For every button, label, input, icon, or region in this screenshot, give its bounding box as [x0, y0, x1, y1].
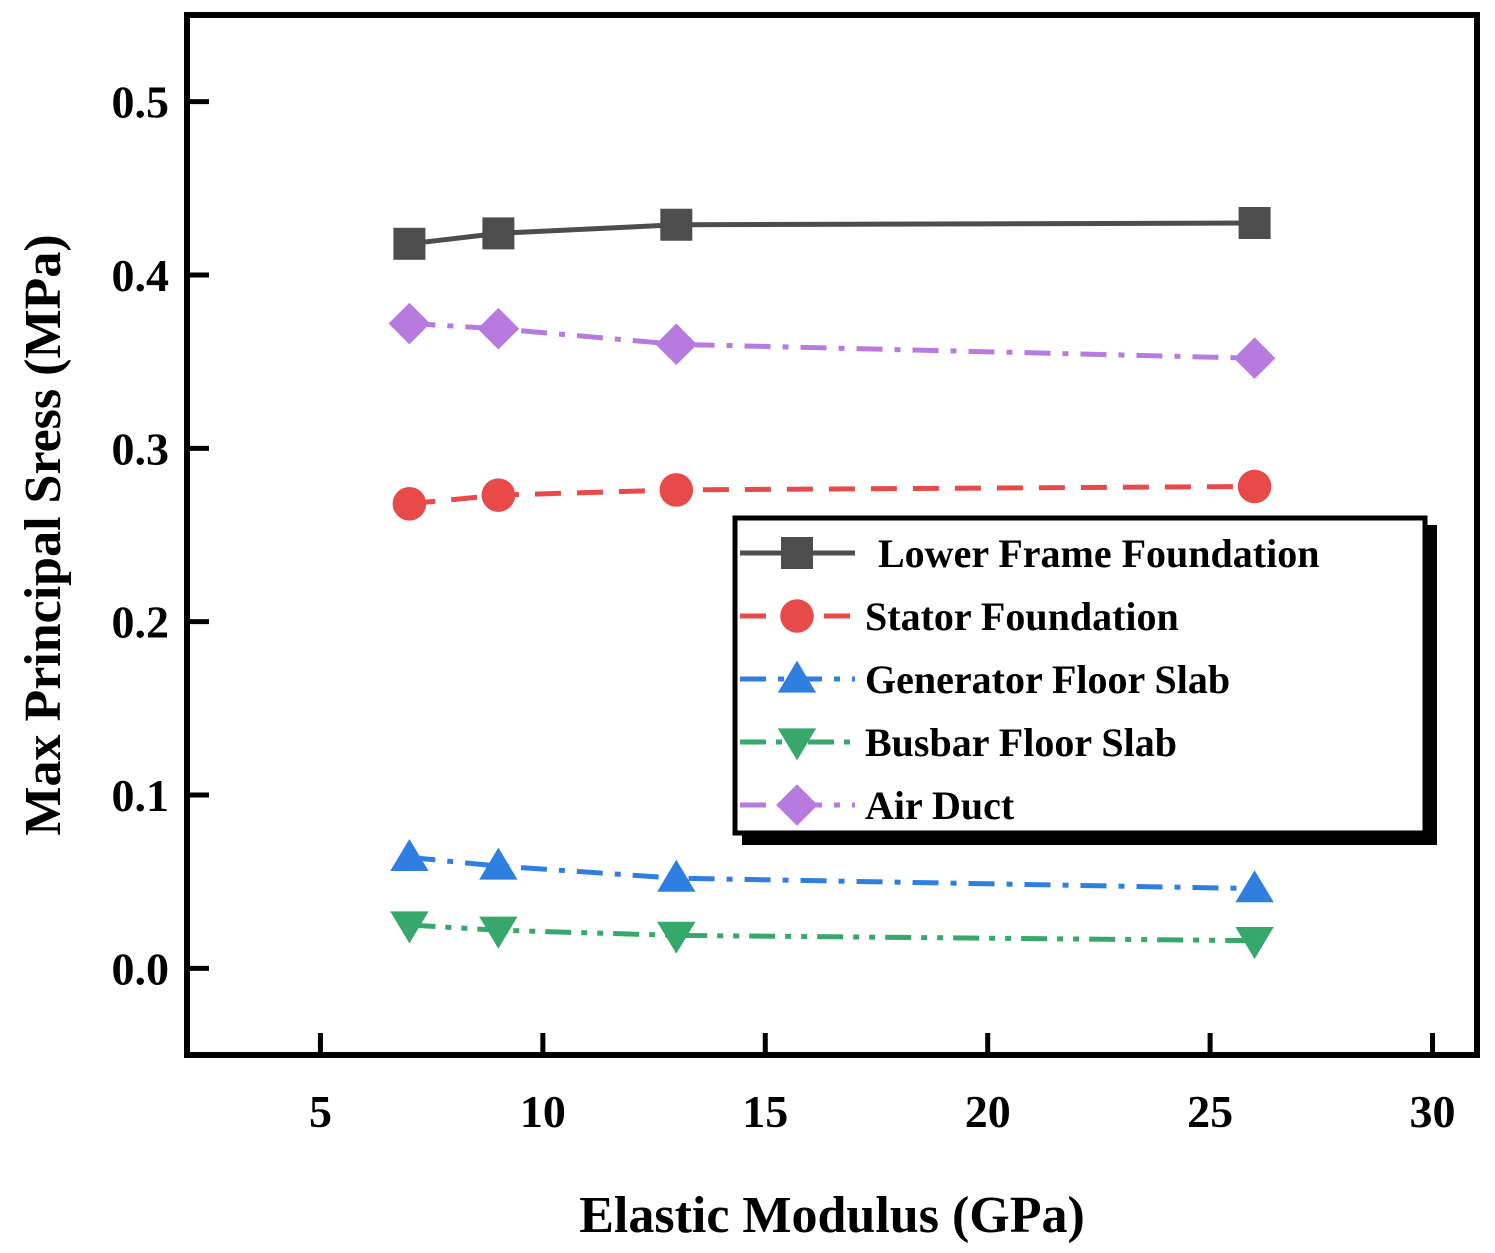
data-point [390, 839, 429, 871]
series-generator-floor-slab [390, 839, 1274, 903]
series-layer [388, 207, 1276, 959]
x-tick-label: 25 [1187, 1086, 1233, 1137]
data-point [657, 921, 696, 954]
legend: Lower Frame Foundation Stator Foundation G… [732, 515, 1437, 845]
series-line [409, 220, 1255, 247]
data-point [655, 323, 698, 366]
y-tick-label: 0.3 [112, 423, 170, 474]
data-point [1233, 337, 1276, 379]
legend-label: Air Duct [865, 783, 1015, 828]
legend-marker [777, 728, 817, 761]
series-busbar-floor-slab [390, 911, 1274, 959]
data-point [659, 473, 694, 507]
series-line [409, 922, 1255, 944]
data-point [1235, 927, 1274, 959]
series-line [409, 854, 1255, 892]
y-tick-label: 0.0 [112, 943, 170, 994]
x-tick-label: 10 [520, 1086, 566, 1137]
data-point [390, 911, 429, 944]
data-point [657, 859, 696, 892]
y-axis-title: Max Principal Sress (MPa) [15, 234, 72, 835]
legend-label: Busbar Floor Slab [865, 720, 1177, 765]
data-point [388, 302, 431, 345]
series-lower-frame-foundation [393, 207, 1271, 260]
x-tick-label: 15 [742, 1086, 788, 1137]
legend-item: Stator Foundation [740, 594, 1179, 639]
series-stator-foundation [392, 469, 1272, 521]
y-tick-label: 0.4 [112, 250, 170, 301]
legend-box [732, 515, 1428, 836]
legend-marker [780, 599, 814, 633]
legend-item: Lower Frame Foundation [740, 531, 1319, 576]
legend-label: Stator Foundation [865, 594, 1179, 639]
series-air-duct [388, 302, 1276, 379]
x-tick-label: 20 [965, 1086, 1011, 1137]
ticks: 5 10 15 20 25 30 0.0 0.1 0.2 0.3 0.4 0.5 [112, 77, 1456, 1137]
data-point [1237, 469, 1272, 504]
legend-marker [777, 660, 817, 693]
legend-marker [776, 784, 818, 826]
data-point [481, 478, 516, 512]
x-tick-label: 5 [309, 1086, 332, 1137]
data-point [479, 916, 518, 949]
data-point [660, 208, 693, 241]
series-line [409, 483, 1255, 507]
legend-label: Generator Floor Slab [865, 657, 1230, 702]
data-point [392, 487, 427, 521]
data-point [1235, 870, 1274, 903]
plot-frame [184, 12, 1480, 1058]
legend-item: Air Duct [740, 783, 1015, 828]
legend-label: Lower Frame Foundation [878, 531, 1319, 576]
data-point [393, 227, 426, 260]
x-tick-label: 30 [1410, 1086, 1456, 1137]
legend-items: Lower Frame Foundation Stator Foundation G… [740, 531, 1319, 828]
data-point [482, 217, 515, 250]
legend-marker [781, 537, 813, 569]
y-tick-label: 0.5 [112, 77, 170, 128]
legend-item: Generator Floor Slab [740, 657, 1230, 702]
legend-item: Busbar Floor Slab [740, 720, 1177, 765]
y-tick-label: 0.1 [112, 770, 170, 821]
series-line [409, 321, 1255, 361]
data-point [479, 847, 518, 880]
data-point [477, 307, 520, 350]
data-point [1238, 207, 1271, 239]
y-tick-label: 0.2 [112, 597, 170, 648]
x-axis-title: Elastic Modulus (GPa) [579, 1187, 1085, 1244]
